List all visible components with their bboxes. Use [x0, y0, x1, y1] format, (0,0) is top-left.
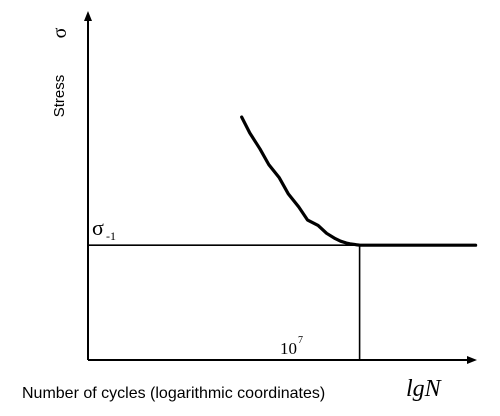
y-axis-symbol: σ: [49, 27, 71, 38]
fatigue-limit-subscript: -1: [106, 229, 116, 243]
x-axis-label: Number of cycles (logarithmic coordinate…: [22, 385, 325, 402]
fatigue-limit-label: σ: [92, 215, 104, 240]
y-axis-label: Stress: [51, 75, 68, 118]
knee-cycles-exponent: 7: [298, 335, 303, 346]
sn-curve-series: [240, 115, 478, 247]
x-axis-symbol: lgN: [406, 376, 443, 402]
knee-cycles-label: 10: [280, 339, 297, 358]
